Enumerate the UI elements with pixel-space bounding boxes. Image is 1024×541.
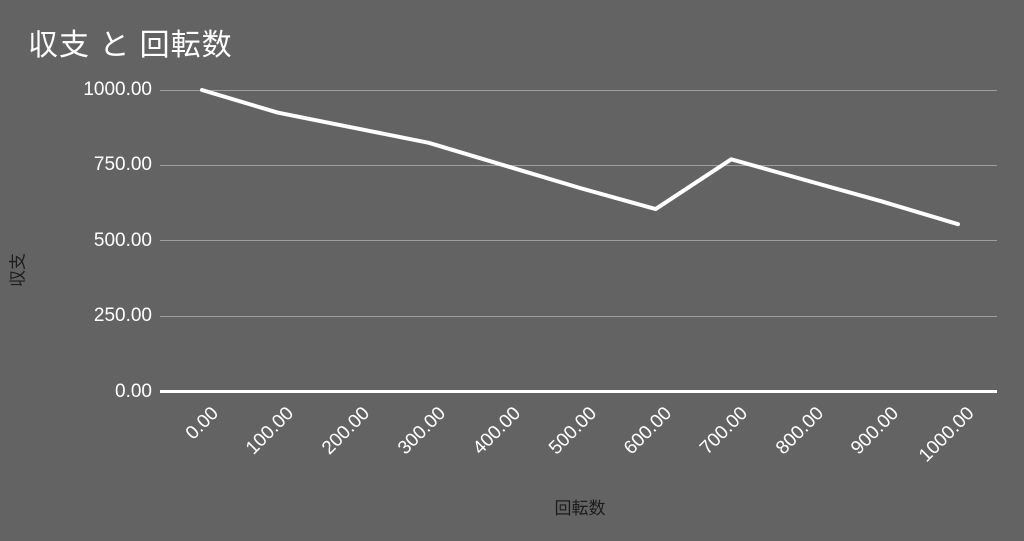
chart-title: 収支 と 回転数 (28, 29, 233, 62)
x-axis-title: 回転数 (554, 499, 606, 518)
series-line (200, 88, 960, 227)
gridline (160, 240, 997, 242)
gridline (160, 89, 997, 91)
x-axis-line (160, 390, 997, 393)
y-tick-label: 1000.00 (83, 79, 152, 100)
y-tick-label: 250.00 (93, 305, 152, 327)
y-tick-label: 0.00 (115, 380, 152, 402)
y-tick-label: 750.00 (93, 154, 152, 176)
y-tick-label: 500.00 (93, 229, 152, 251)
gridline (160, 164, 997, 166)
gridline (160, 315, 997, 317)
